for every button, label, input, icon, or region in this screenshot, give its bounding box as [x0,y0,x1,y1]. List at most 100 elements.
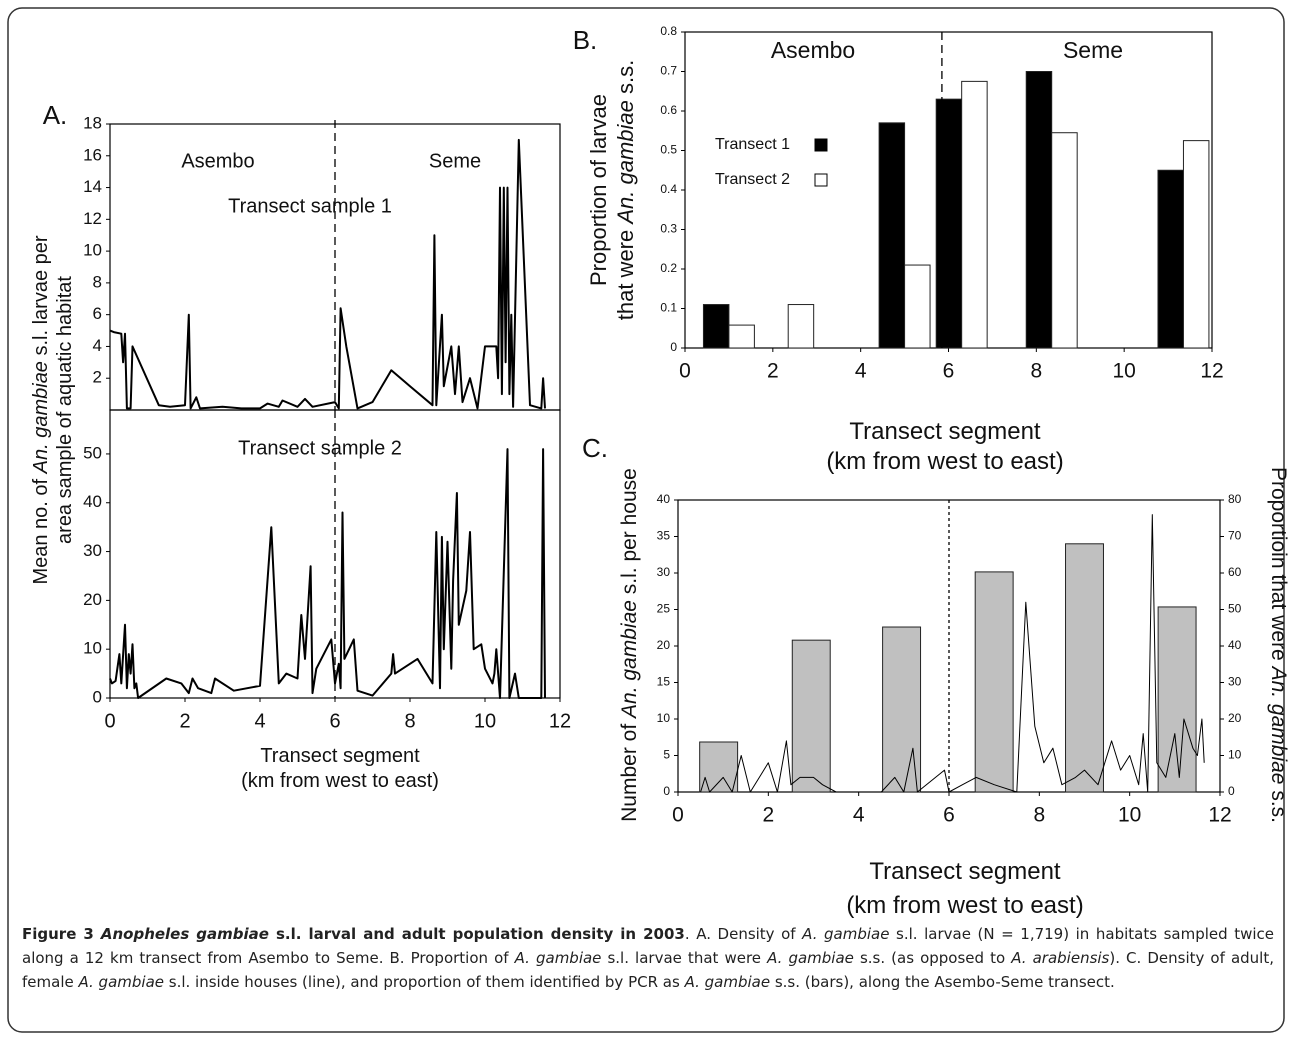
y-tick-label: 0 [93,687,102,706]
y-axis-label-part: Mean no. of [30,473,52,584]
y-axis-label: Mean no. of An. gambiae s.l. larvae per [30,235,52,584]
y-axis-label-part: s.l. per house [618,468,641,600]
y-axis-label-part: An. gambiae [30,361,52,474]
y-tick-label: 2 [93,368,102,387]
bar [1182,140,1210,349]
y-tick-label: 30 [83,541,102,560]
caption-text: ). C. Density of adult, female [22,949,1274,991]
y2-tick-label: 70 [1228,529,1242,543]
legend-swatch [814,173,828,187]
y2-tick-label: 50 [1228,602,1242,616]
x-tick-label: 10 [1118,804,1141,827]
y-axis-label-part: area sample of aquatic habitat [54,276,76,544]
y-axis-label: Proportion of larvae [586,94,611,286]
y-tick-label: 0.1 [660,301,677,315]
annotation: Transect sample 1 [228,195,392,217]
x-tick-label: 0 [672,804,684,827]
y-tick-label: 0.5 [660,143,677,157]
y-tick-label: 16 [83,145,102,164]
y-tick-label: 8 [93,272,102,291]
x-tick-label: 10 [474,710,496,732]
x-tick-label: 6 [329,710,340,732]
y-axis-label: that were An. gambiae s.s. [613,60,638,320]
y-tick-label: 0.3 [660,222,677,236]
panel-label: A. [43,100,68,130]
x-tick-label: 4 [254,710,265,732]
caption-text: A. gambiae [684,973,771,991]
y-tick-label: 0.2 [660,261,677,275]
caption-text: Anopheles gambiae [100,925,269,943]
x-tick-label: 6 [943,804,955,827]
panel-label: C. [582,433,608,463]
y-axis-label-part: s.s. [613,60,638,100]
bar [1065,543,1104,793]
caption-text: s.s. (bars), along the Asembo-Seme trans… [770,973,1115,991]
bar [904,264,931,349]
y2-tick-label: 20 [1228,711,1242,725]
legend-label: Transect 1 [715,136,790,153]
y2-axis-label: Proportioin that were An. gambiae s.s. [1267,467,1290,823]
annotation: Seme [429,150,481,172]
x-axis-label: Transect segment [260,745,420,767]
x-tick-label: 10 [1112,360,1135,383]
y2-tick-label: 60 [1228,565,1242,579]
caption-text: A. gambiae [78,973,164,991]
x-tick-label: 2 [762,804,774,827]
caption-text: A. gambiae [767,949,854,967]
x-axis-label: (km from west to east) [826,448,1063,475]
x-tick-label: 8 [1033,804,1045,827]
caption-text: A. gambiae [514,949,602,967]
x-tick-label: 12 [549,710,571,732]
y-tick-label: 0.8 [660,24,677,38]
bar [878,122,906,349]
bar [935,98,963,349]
annotation: Asembo [771,37,855,63]
x-axis-label: Transect segment [849,418,1041,445]
y-tick-label: 4 [93,336,102,355]
data-line [109,138,546,410]
y-tick-label: 40 [83,492,102,511]
annotation: Transect sample 2 [238,437,402,459]
bar [728,324,755,349]
bar [961,80,988,349]
bar [699,741,739,793]
x-tick-label: 6 [943,360,955,383]
caption: Figure 3 Anopheles gambiae s.l. larval a… [22,922,1274,994]
x-tick-label: 0 [679,360,691,383]
x-tick-label: 4 [855,360,867,383]
y-axis-label-part: s.l. larvae per [30,235,52,361]
data-line [700,514,1205,793]
bar [1025,71,1053,349]
x-axis-label-part: (km from west to east) [826,448,1063,475]
legend-label: Transect 2 [715,171,790,188]
y2-tick-label: 80 [1228,492,1242,506]
y-tick-label: 14 [83,177,102,196]
annotation: Seme [1063,37,1123,63]
y-tick-label: 30 [657,565,671,579]
y-tick-label: 0 [663,784,670,798]
y-tick-label: 25 [657,602,671,616]
y-tick-label: 35 [657,529,671,543]
x-axis-label: (km from west to east) [241,770,439,792]
panel-label: B. [573,25,598,55]
figure-border [7,7,1285,1033]
y2-tick-label: 10 [1228,748,1242,762]
caption-text: A. arabiensis [1011,949,1110,967]
y-tick-label: 15 [657,675,671,689]
bar [974,571,1014,793]
x-tick-label: 2 [767,360,779,383]
y-tick-label: 18 [83,113,102,132]
caption-text: Figure 3 [22,925,101,943]
bar [1157,169,1184,349]
x-tick-label: 12 [1200,360,1223,383]
y2-tick-label: 40 [1228,638,1242,652]
y-tick-label: 10 [83,241,102,260]
y-tick-label: 6 [93,304,102,323]
y2-tick-label: 30 [1228,675,1242,689]
y-tick-label: 5 [663,748,670,762]
data-line [109,448,546,699]
y-tick-label: 20 [83,590,102,609]
y-axis-label-part: Number of [618,718,641,822]
x-tick-label: 0 [104,710,115,732]
